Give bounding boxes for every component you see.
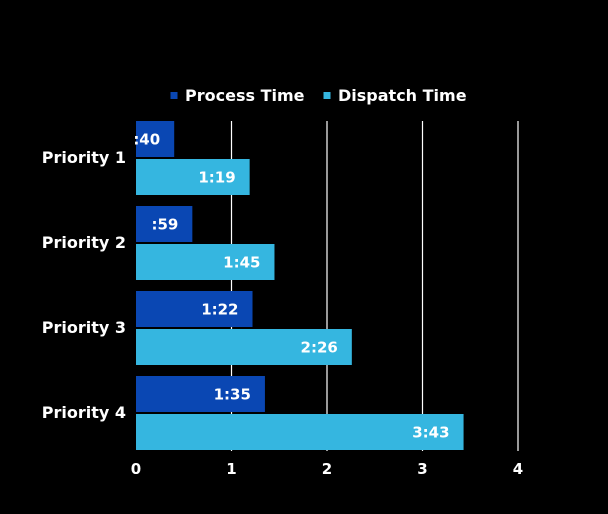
data-label-dispatch-time-priority-3: 2:26 — [301, 339, 338, 357]
x-tick-0: 0 — [131, 460, 141, 478]
legend-marker-dispatch-time — [323, 92, 331, 99]
data-labels: :40 1:19 :59 1:45 1:22 2:26 1:35 3:43 — [133, 131, 449, 442]
x-tick-1: 1 — [226, 460, 236, 478]
x-tick-2: 2 — [322, 460, 332, 478]
bars — [136, 121, 464, 450]
bar-dispatch-time-priority-2 — [136, 244, 275, 280]
bar-process-time-priority-4 — [136, 376, 265, 412]
bar-dispatch-time-priority-3 — [136, 329, 352, 365]
data-label-process-time-priority-1: :40 — [133, 131, 160, 149]
grid-lines — [230, 121, 519, 451]
legend-marker-process-time — [170, 92, 178, 99]
legend-label-dispatch-time: Dispatch Time — [338, 86, 467, 105]
x-tick-4: 4 — [513, 460, 523, 478]
data-label-process-time-priority-2: :59 — [151, 216, 178, 234]
data-label-dispatch-time-priority-4: 3:43 — [412, 424, 449, 442]
axes: Priority 1 Priority 2 Priority 3 Priority 4… — [42, 148, 523, 478]
category-label-priority-4: Priority 4 — [42, 403, 126, 422]
bar-process-time-priority-2 — [136, 206, 193, 242]
data-label-process-time-priority-3: 1:22 — [201, 301, 238, 319]
bar-process-time-priority-1 — [136, 121, 175, 157]
data-label-dispatch-time-priority-1: 1:19 — [198, 169, 235, 187]
legend-label-process-time: Process Time — [185, 86, 305, 105]
x-tick-3: 3 — [417, 460, 427, 478]
bar-dispatch-time-priority-4 — [136, 414, 464, 450]
bar-process-time-priority-3 — [136, 291, 253, 327]
category-label-priority-2: Priority 2 — [42, 233, 126, 252]
bar-dispatch-time-priority-1 — [136, 159, 250, 195]
category-label-priority-1: Priority 1 — [42, 148, 126, 167]
category-label-priority-3: Priority 3 — [42, 318, 126, 337]
data-label-dispatch-time-priority-2: 1:45 — [223, 254, 260, 272]
data-label-process-time-priority-4: 1:35 — [214, 386, 251, 404]
legend: Process Time Dispatch Time — [170, 86, 467, 105]
